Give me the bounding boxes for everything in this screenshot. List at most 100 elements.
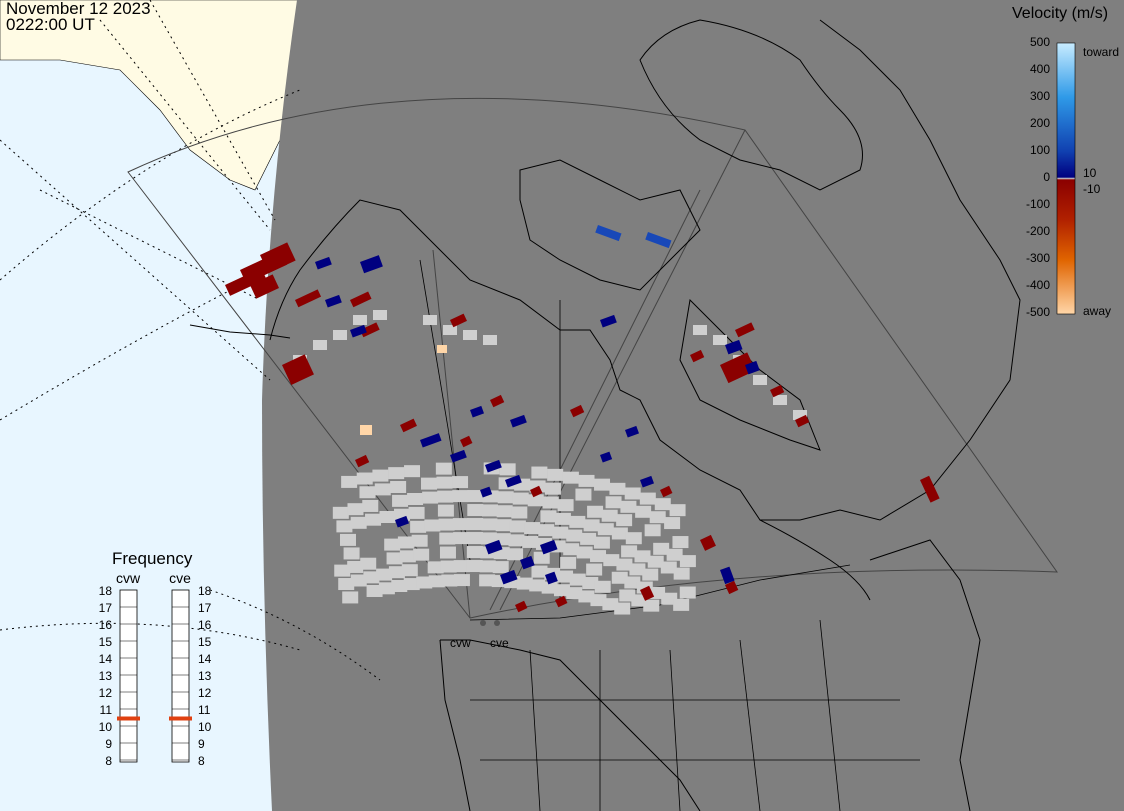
ground-scatter-cell: [467, 532, 483, 544]
ground-scatter-cell: [612, 527, 628, 539]
ground-scatter-cell: [438, 505, 454, 517]
ground-scatter-cell: [341, 476, 357, 488]
ground-scatter-cell: [563, 472, 579, 484]
ground-scatter-cell: [421, 478, 437, 490]
ground-scatter-cell: [436, 463, 452, 475]
ground-scatter-cell: [534, 552, 550, 564]
ground-scatter-cell: [365, 514, 381, 526]
ground-scatter-cell: [531, 467, 547, 479]
ground-scatter-cell: [552, 527, 568, 539]
ground-scatter-cell: [437, 477, 453, 489]
ground-scatter-cell: [693, 325, 707, 335]
ground-scatter-cell: [351, 517, 367, 529]
ground-scatter-cell: [333, 330, 347, 340]
ground-scatter-cell: [493, 561, 509, 573]
ground-scatter-cell: [642, 569, 658, 581]
ground-scatter-cell: [594, 479, 610, 491]
ground-scatter-cell: [452, 476, 468, 488]
ground-scatter-cell: [635, 506, 651, 518]
frequency-scale-label: 11: [198, 703, 211, 717]
ground-scatter-cell: [569, 516, 585, 528]
ground-scatter-cell: [398, 536, 414, 548]
velocity-tick-label: 10: [1083, 166, 1097, 180]
ground-scatter-cell: [626, 532, 642, 544]
ground-scatter-cell: [555, 513, 571, 525]
ground-scatter-cell: [538, 524, 554, 536]
ground-scatter-cell: [560, 557, 576, 569]
frequency-scale-label: 12: [198, 686, 212, 700]
ground-scatter-cell: [680, 555, 696, 567]
ground-scatter-cell: [674, 568, 690, 580]
velocity-tick-label: -300: [1026, 251, 1050, 265]
ground-scatter-cell: [402, 564, 418, 576]
time-label: 0222:00 UT: [6, 16, 95, 34]
ground-scatter-cell: [664, 517, 680, 529]
ground-scatter-cell: [424, 519, 440, 531]
ground-scatter-cell: [713, 335, 727, 345]
velocity-tick-label: 200: [1030, 116, 1050, 130]
ground-scatter-cell: [422, 492, 438, 504]
radar-label-cvw: cvw: [450, 636, 471, 650]
ground-scatter-cell: [609, 483, 625, 495]
ground-scatter-cell: [347, 503, 363, 515]
ground-scatter-cell: [587, 506, 603, 518]
ground-scatter-cell: [423, 315, 437, 325]
frequency-scale-label: 17: [99, 601, 113, 615]
ground-scatter-cell: [497, 505, 513, 517]
ground-scatter-cell: [467, 504, 483, 516]
ground-scatter-cell: [672, 536, 688, 548]
velocity-tick-label: -100: [1026, 197, 1050, 211]
ground-scatter-cell: [439, 533, 455, 545]
ground-scatter-cell: [500, 463, 516, 475]
frequency-radar-name: cve: [169, 570, 191, 586]
radar-site-cvw: [480, 620, 486, 626]
ground-scatter-cell: [602, 510, 618, 522]
ground-scatter-cell: [454, 574, 470, 586]
ground-scatter-cell: [594, 537, 610, 549]
ground-scatter-cell: [584, 519, 600, 531]
frequency-scale-label: 18: [99, 584, 113, 598]
ground-scatter-cell: [773, 395, 787, 405]
ground-scatter-cell: [362, 500, 378, 512]
ground-scatter-cell: [753, 375, 767, 385]
ground-scatter-cell: [353, 315, 367, 325]
ground-scatter-cell: [375, 483, 391, 495]
ground-scatter-cell: [357, 473, 373, 485]
ground-scatter-cell: [496, 519, 512, 531]
ground-scatter-cell: [409, 507, 425, 519]
frequency-scale-label: 9: [105, 737, 112, 751]
ground-scatter-cell: [410, 521, 426, 533]
ground-scatter-cell: [392, 495, 408, 507]
ground-scatter-cell: [372, 470, 388, 482]
ground-scatter-cell: [643, 600, 659, 612]
frequency-scale-label: 15: [99, 635, 113, 649]
ground-scatter-cell: [616, 514, 632, 526]
frequency-column-cvw: [120, 590, 137, 762]
ground-scatter-cell: [440, 547, 456, 559]
ground-scatter-cell: [507, 548, 523, 560]
velocity-tick-label: 300: [1030, 89, 1050, 103]
ground-scatter-cell: [336, 520, 352, 532]
frequency-scale-label: 13: [99, 669, 113, 683]
ground-scatter-cell: [598, 523, 614, 535]
frequency-scale-label: 13: [198, 669, 212, 683]
velocity-color-bar: [1057, 43, 1075, 314]
ground-scatter-cell: [333, 507, 349, 519]
ground-scatter-cell: [540, 510, 556, 522]
frequency-scale-label: 14: [99, 652, 113, 666]
frequency-scale-label: 11: [100, 703, 113, 717]
frequency-scale-label: 18: [198, 584, 212, 598]
ground-scatter-cell: [439, 519, 455, 531]
ground-scatter-cell: [645, 524, 661, 536]
radar-site-cve: [494, 620, 500, 626]
frequency-scale-label: 8: [105, 754, 112, 768]
ground-scatter-cell: [404, 465, 420, 477]
ground-scatter-cell: [650, 511, 666, 523]
velocity-tick-label: 400: [1030, 62, 1050, 76]
frequency-column-cve: [172, 590, 189, 762]
ground-scatter-cell: [452, 490, 468, 502]
ground-scatter-cell: [344, 547, 360, 559]
velocity-toward-label: toward: [1083, 45, 1119, 59]
ground-scatter-cell: [620, 501, 636, 513]
ground-scatter-cell: [390, 481, 406, 493]
